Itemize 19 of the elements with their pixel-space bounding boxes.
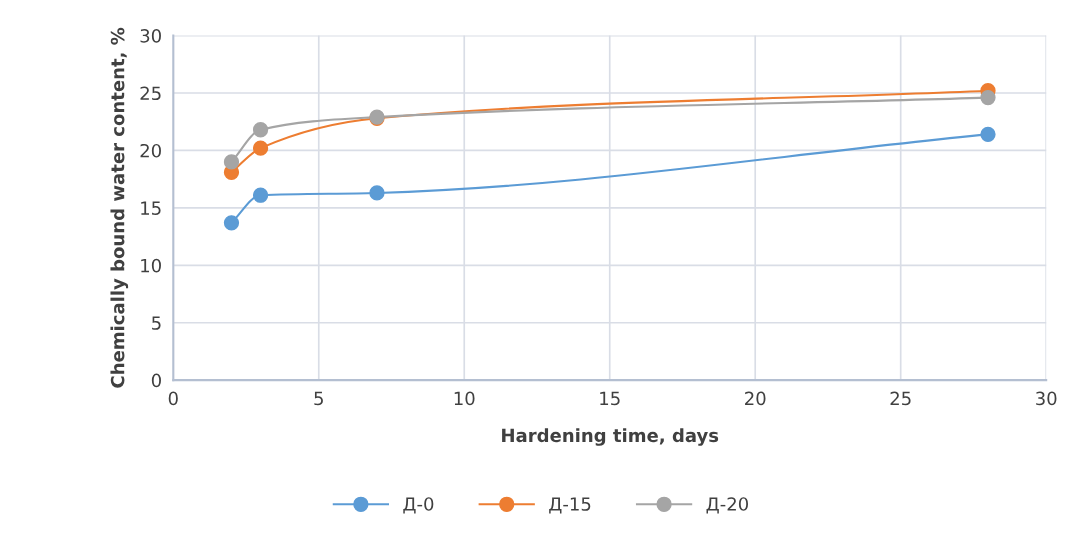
- y-tick-label: 20: [140, 143, 161, 158]
- y-tick-label: 5: [152, 316, 161, 330]
- x-tick-label: 20: [745, 391, 766, 406]
- y-tick-label: 15: [141, 201, 161, 215]
- legend-label: Д-15: [549, 497, 591, 514]
- y-tick-label: 0: [151, 373, 161, 388]
- y-axis-title: Chemically bound water content, %: [110, 27, 129, 388]
- x-axis-title: Hardening time, days: [502, 428, 719, 446]
- x-tick-label: 30: [1036, 391, 1057, 406]
- x-tick-label: 5: [314, 391, 323, 406]
- y-tick-label: 25: [140, 86, 161, 101]
- x-tick-label: 25: [890, 391, 911, 406]
- x-tick-label: 15: [600, 391, 620, 406]
- legend-label: Д-20: [706, 497, 749, 514]
- legend-label: Д-0: [403, 497, 434, 514]
- y-tick-label: 10: [141, 258, 161, 273]
- x-tick-label: 10: [454, 391, 475, 406]
- x-tick-label: 0: [168, 391, 178, 406]
- y-tick-label: 30: [140, 29, 161, 43]
